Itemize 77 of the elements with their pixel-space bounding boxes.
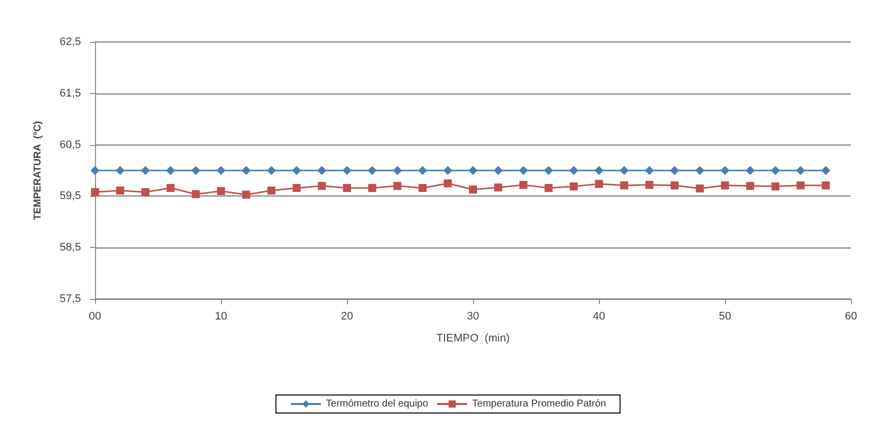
point — [217, 187, 225, 196]
point — [796, 181, 805, 190]
y-tick-label: 59,5 — [60, 190, 81, 202]
point — [90, 166, 100, 175]
y-tick-label: 58,5 — [60, 242, 81, 254]
y-tick-label: 57,5 — [60, 293, 81, 305]
point — [140, 166, 150, 175]
point — [443, 166, 452, 175]
y-tick-label: 60,5 — [60, 138, 81, 151]
point — [644, 166, 654, 175]
point — [695, 166, 704, 175]
point — [292, 184, 301, 192]
point — [822, 181, 830, 190]
point — [368, 166, 377, 175]
x-axis-title: TIEMPO (min) — [436, 332, 510, 344]
point — [318, 182, 326, 190]
point — [141, 188, 150, 196]
point — [116, 186, 124, 195]
point — [242, 190, 250, 199]
point — [544, 184, 553, 192]
point — [670, 181, 679, 190]
x-tick-label: 00 — [88, 310, 102, 322]
point — [91, 188, 99, 196]
x-tick-label: 30 — [466, 310, 480, 322]
point — [267, 186, 276, 195]
point — [343, 184, 351, 192]
point — [771, 182, 780, 190]
point — [191, 166, 200, 175]
point — [746, 182, 754, 190]
point — [770, 166, 780, 175]
point — [444, 179, 452, 188]
x-tick-label: 10 — [214, 310, 228, 322]
point — [569, 166, 578, 175]
point — [242, 166, 251, 175]
point — [166, 166, 176, 175]
y-tick-label: 62,5 — [60, 36, 81, 48]
point — [192, 190, 200, 198]
point — [620, 181, 628, 190]
legend-label: Termómetro del equipo — [326, 398, 429, 410]
x-tick-label: 60 — [844, 310, 858, 322]
point — [494, 166, 503, 175]
point — [746, 166, 755, 175]
point — [595, 180, 603, 188]
y-tick-label: 61,5 — [60, 87, 81, 100]
point — [393, 182, 402, 190]
point — [166, 184, 175, 192]
point — [696, 184, 704, 192]
point — [368, 184, 376, 192]
point — [570, 182, 578, 190]
point — [468, 166, 478, 175]
point — [518, 166, 528, 175]
point — [116, 166, 125, 175]
point — [620, 166, 629, 175]
point — [796, 166, 806, 175]
point — [418, 184, 427, 192]
point — [216, 166, 226, 175]
point — [292, 166, 302, 175]
point — [392, 166, 402, 175]
x-tick-label: 40 — [592, 310, 606, 322]
point — [519, 180, 528, 189]
point — [317, 166, 326, 175]
point — [266, 166, 276, 175]
point — [544, 166, 554, 175]
legend-label: Temperatura Promedio Patrón — [472, 398, 606, 410]
point — [670, 166, 680, 175]
point — [594, 166, 604, 175]
point — [645, 180, 654, 189]
y-axis-title: TEMPERATURA (°C) — [32, 121, 44, 220]
point — [720, 166, 730, 175]
point — [469, 186, 477, 194]
point — [721, 181, 729, 190]
x-tick-label: 50 — [718, 310, 732, 322]
point — [494, 183, 502, 192]
x-tick-label: 20 — [340, 310, 354, 322]
point — [821, 166, 830, 175]
point — [342, 166, 352, 175]
point — [418, 166, 428, 175]
